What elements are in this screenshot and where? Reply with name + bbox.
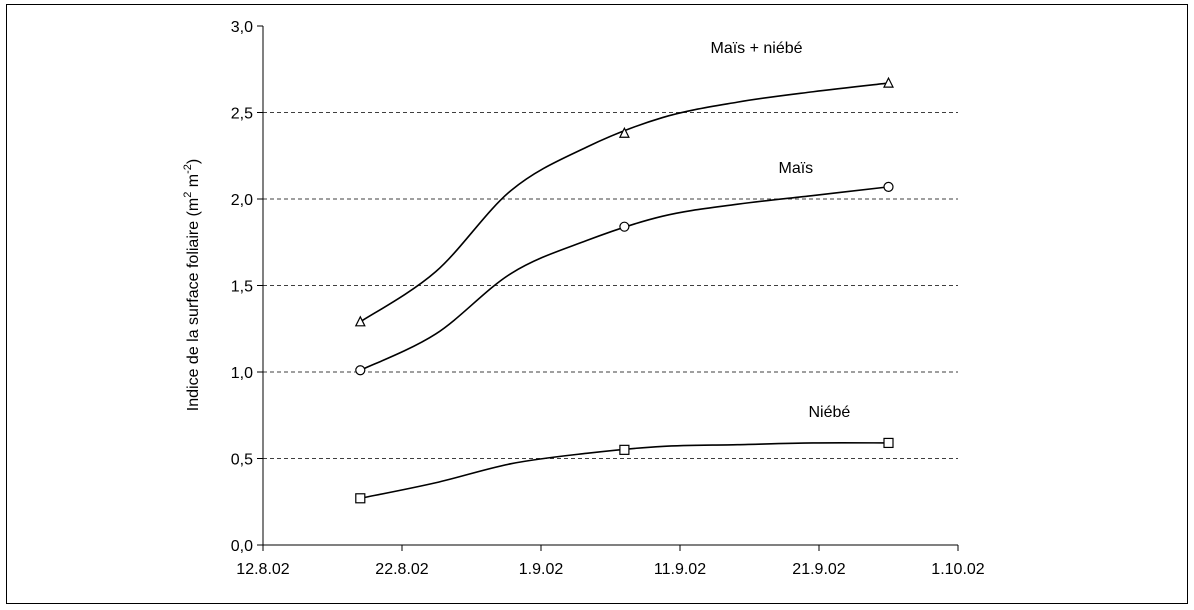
y-axis-title-mid: m [185,174,202,192]
series-label: Maïs + niébé [711,40,803,57]
circle-marker [619,221,630,232]
y-axis-title-main: Indice de la surface foliaire (m [185,198,202,411]
square-marker [883,437,894,449]
x-tick-labels: 12.8.02 22.8.02 1.9.02 11.9.02 21.9.02 1.10.0… [236,561,984,578]
series-label: Niébé [809,404,851,421]
y-tick-label: 3,0 [231,19,253,36]
circle-marker [355,365,366,376]
y-axis-title-end: ) [185,159,202,164]
x-tick-label: 1.9.02 [519,561,564,578]
series-labels: Maïs + niébé Maïs Niébé [711,40,851,421]
square-marker [355,493,366,504]
x-tick-label: 11.9.02 [654,561,706,578]
triangle-marker [883,76,894,88]
y-tick-labels: 0,0 0,5 1,0 1,5 2,0 2,5 3,0 [231,19,253,555]
triangle-marker [354,315,366,327]
circle-marker [883,181,894,192]
x-tick-label: 1.10.02 [931,561,984,578]
y-tick-label: 1,0 [231,365,253,382]
series-markers [354,76,894,504]
y-tick-label: 2,5 [231,106,253,123]
square-marker [619,444,630,455]
y-axis-title: Indice de la surface foliaire (m2 m-2) [182,159,202,411]
y-axis-title-sup2: -2 [182,164,194,174]
x-tick-label: 21.9.02 [792,561,845,578]
series-lines [359,82,889,500]
y-axis-title-sup1: 2 [182,192,194,198]
series-line [359,82,889,323]
triangle-marker [618,126,630,138]
gridlines [263,112,958,459]
y-tick-label: 0,5 [231,452,253,469]
axes [257,25,959,551]
y-tick-label: 0,0 [231,538,253,555]
x-tick-label: 12.8.02 [236,561,289,578]
chart-frame [6,4,1188,604]
series-line [359,186,889,371]
x-tick-label: 22.8.02 [375,561,428,578]
y-tick-label: 2,0 [231,192,253,209]
series-label: Maïs [779,160,814,177]
y-tick-label: 1,5 [231,279,253,296]
